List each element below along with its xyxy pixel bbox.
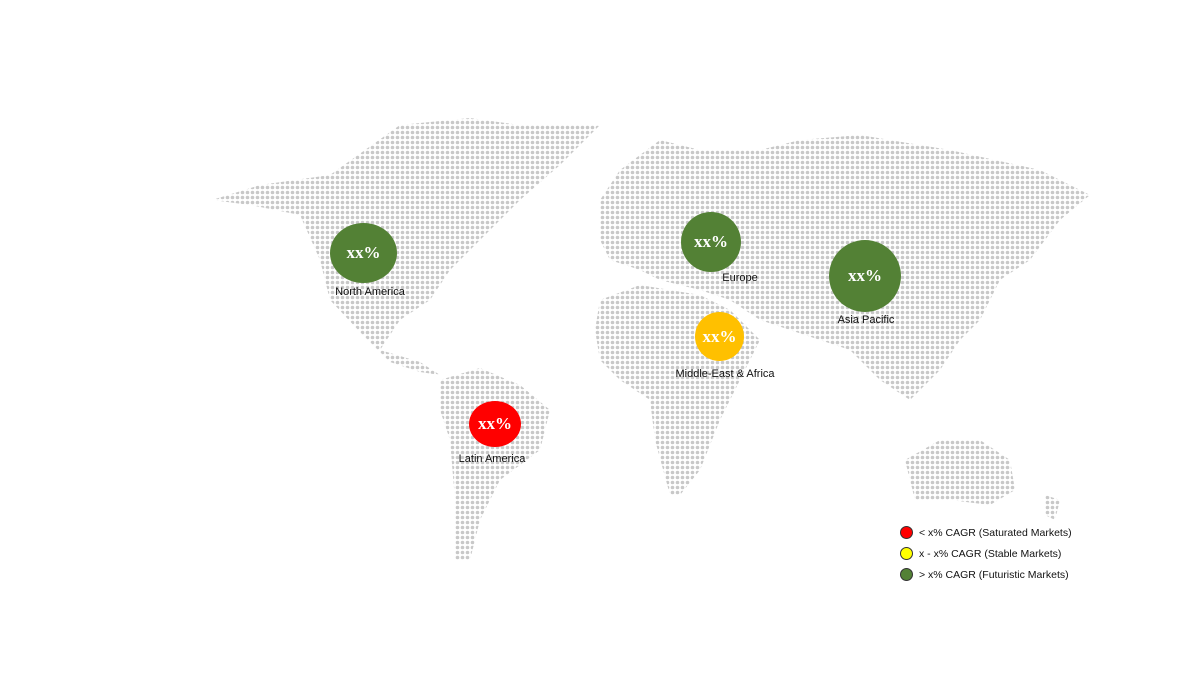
legend-swatch [900, 568, 913, 581]
legend-swatch [900, 547, 913, 560]
region-label-asia-pacific: Asia Pacific [837, 314, 895, 326]
region-bubble-europe: xx% [681, 212, 741, 272]
region-bubble-latin-america: xx% [469, 401, 521, 447]
legend-label: x - x% CAGR (Stable Markets) [919, 547, 1062, 560]
continent-south-america [440, 368, 550, 560]
legend-label: < x% CAGR (Saturated Markets) [919, 526, 1072, 539]
legend-item-saturated: < x% CAGR (Saturated Markets) [900, 522, 1072, 543]
region-bubble-asia-pacific: xx% [829, 240, 901, 312]
island-new-zealand [1045, 495, 1060, 520]
legend-swatch [900, 526, 913, 539]
legend-label: > x% CAGR (Futuristic Markets) [919, 568, 1069, 581]
continent-north-america [212, 118, 600, 375]
region-label-middle-east-africa: Middle-East & Africa [675, 368, 775, 380]
region-label-north-america: North America [335, 286, 405, 298]
legend: < x% CAGR (Saturated Markets) x - x% CAG… [900, 522, 1072, 585]
legend-item-stable: x - x% CAGR (Stable Markets) [900, 543, 1072, 564]
region-label-europe: Europe [722, 272, 758, 284]
region-bubble-middle-east-africa: xx% [695, 312, 744, 361]
region-label-latin-america: Latin America [458, 453, 526, 465]
region-bubble-north-america: xx% [330, 223, 397, 283]
legend-item-futuristic: > x% CAGR (Futuristic Markets) [900, 564, 1072, 585]
continent-africa [595, 285, 760, 495]
continent-australia [905, 440, 1015, 505]
